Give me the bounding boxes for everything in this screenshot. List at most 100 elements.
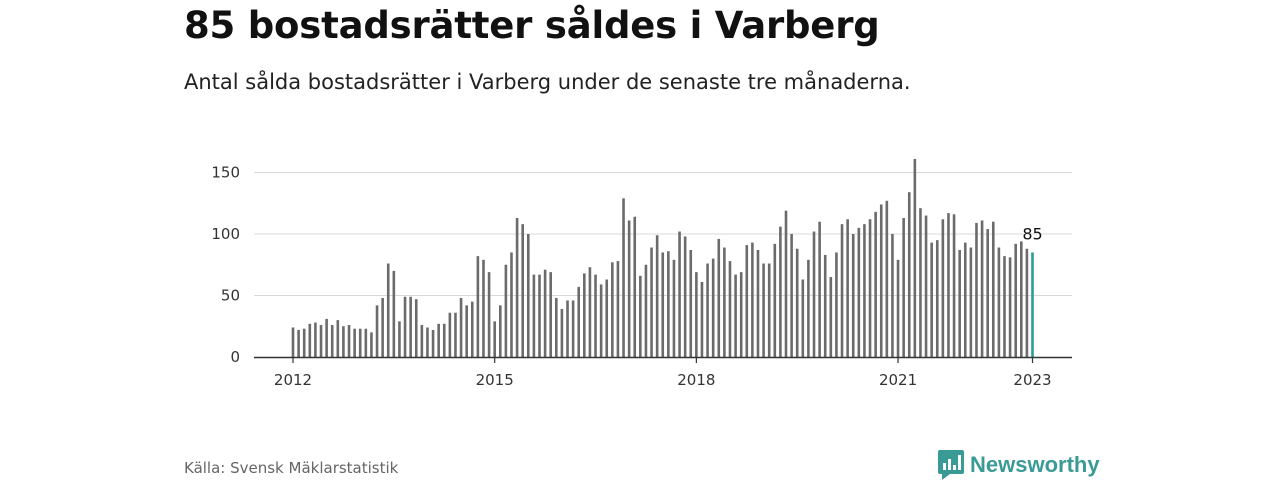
bar: [868, 219, 872, 357]
bar: [431, 329, 435, 357]
x-tick-label: 2015: [476, 371, 514, 389]
bar: [823, 254, 827, 357]
bar: [566, 300, 569, 357]
x-tick-label: 2012: [274, 371, 312, 389]
brand-logo: Newsworthy: [938, 450, 1100, 480]
chart-title: 85 bostadsrätter såldes i Varberg: [184, 4, 880, 47]
bar: [605, 279, 609, 357]
bar: [375, 305, 379, 357]
bar: [902, 218, 905, 357]
bar: [330, 325, 334, 357]
bar: [801, 279, 805, 357]
bar: [851, 234, 855, 357]
bar: [504, 264, 508, 357]
bar: [919, 208, 922, 357]
bar: [891, 234, 894, 357]
bar: [790, 234, 793, 357]
bar: [454, 312, 457, 357]
bar: [1003, 256, 1006, 357]
bar: [835, 252, 838, 357]
y-tick-label: 100: [211, 225, 240, 243]
highlighted-bar: [1031, 252, 1034, 357]
bar: [611, 262, 614, 357]
bar: [667, 251, 670, 357]
y-tick-label: 150: [211, 164, 240, 182]
bar: [756, 249, 760, 357]
bar: [773, 243, 777, 357]
bar: [678, 231, 681, 357]
bar: [291, 327, 295, 357]
bar: [381, 297, 384, 357]
bar: [683, 236, 687, 357]
bar: [745, 245, 749, 357]
bar: [442, 323, 446, 357]
bar: [700, 281, 704, 357]
bar: [980, 220, 984, 357]
bar: [767, 263, 771, 357]
bar: [655, 235, 659, 357]
annotation: 85: [1022, 224, 1042, 243]
bar: [437, 323, 440, 357]
bar: [863, 224, 866, 357]
bar: [706, 263, 709, 357]
bar: [543, 269, 547, 357]
highlight-value-label: 85: [1022, 224, 1042, 243]
bar: [728, 261, 732, 357]
bar: [986, 229, 989, 357]
bar: [969, 247, 973, 357]
bar: [907, 192, 911, 357]
bar-chart: 2012 2015 2018 2021 2023 0 50 100 150 85: [211, 158, 1072, 389]
bar: [392, 270, 396, 357]
bar: [812, 231, 816, 357]
bar: [627, 220, 631, 357]
bar: [807, 259, 810, 357]
bar: [784, 210, 788, 357]
bar: [1019, 241, 1023, 357]
bar: [672, 259, 676, 357]
bar: [538, 274, 541, 357]
bar: [314, 322, 317, 357]
bar: [336, 320, 340, 357]
brand-name: Newsworthy: [970, 452, 1100, 477]
bar: [622, 198, 625, 357]
bar: [465, 305, 468, 357]
bar: [717, 238, 721, 357]
bar: [560, 309, 564, 357]
bar: [840, 224, 844, 357]
bar: [353, 328, 356, 357]
y-axis: 0 50 100 150: [211, 164, 240, 367]
bar: [644, 264, 648, 357]
bar: [1025, 248, 1029, 357]
bar: [734, 274, 737, 357]
source-note: Källa: Svensk Mäklarstatistik: [184, 459, 399, 477]
bar: [521, 224, 524, 357]
bar: [857, 227, 861, 357]
bar: [583, 273, 586, 357]
bar: [414, 299, 418, 357]
x-tick-label: 2021: [879, 371, 917, 389]
bar: [963, 242, 967, 357]
x-axis: 2012 2015 2018 2021 2023: [274, 357, 1052, 389]
bar: [459, 297, 463, 357]
bar: [325, 318, 328, 357]
bar: [779, 226, 782, 357]
bar: [599, 284, 603, 357]
bar: [650, 247, 653, 357]
bar: [532, 274, 536, 357]
bar: [487, 272, 491, 357]
bar: [409, 296, 412, 357]
bar: [1008, 257, 1012, 357]
bar: [913, 158, 917, 357]
bar: [448, 312, 452, 357]
bar: [941, 219, 945, 357]
bar: [952, 214, 956, 357]
bar: [1014, 243, 1017, 357]
bar: [616, 261, 620, 357]
bar: [308, 323, 312, 357]
bar: [695, 272, 698, 357]
bar: [879, 204, 883, 357]
bar: [515, 218, 519, 357]
bar: [711, 258, 715, 357]
bar: [297, 329, 300, 357]
bar: [762, 263, 765, 357]
